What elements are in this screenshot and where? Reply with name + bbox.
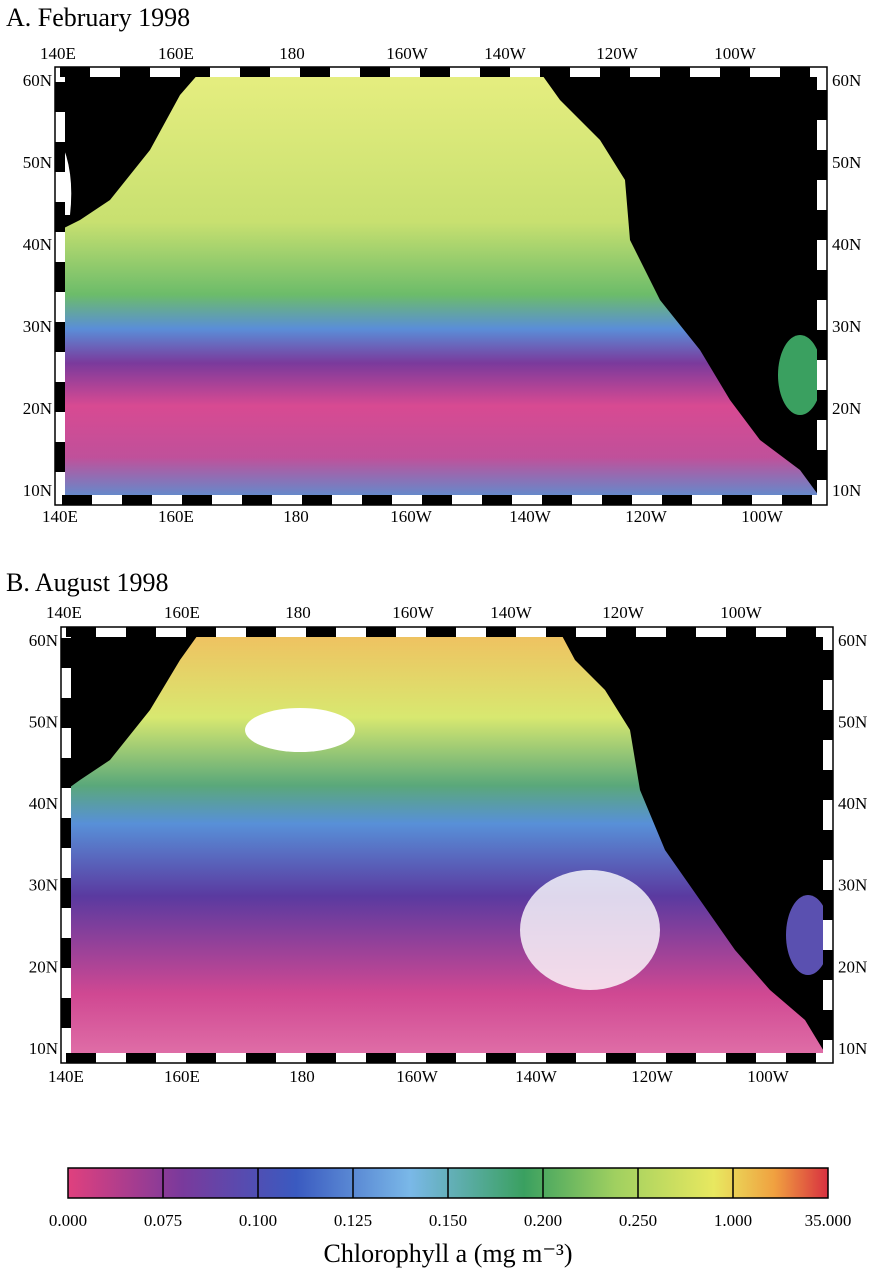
lon-label: 100W — [714, 44, 757, 63]
lon-label: 140W — [484, 44, 527, 63]
frame-ticks — [61, 627, 833, 1063]
lon-label: 140W — [490, 603, 533, 622]
lat-label: 10N — [832, 481, 861, 500]
lon-label: 140E — [40, 44, 76, 63]
colorbar-tick-label: 0.200 — [524, 1211, 562, 1230]
colorbar-tick-label: 0.075 — [144, 1211, 182, 1230]
lon-label: 180 — [279, 44, 305, 63]
lat-label: 10N — [23, 481, 52, 500]
lat-label: 60N — [29, 631, 58, 650]
land-asia — [66, 632, 200, 790]
lat-label: 60N — [832, 71, 861, 90]
lon-label: 100W — [720, 603, 763, 622]
lat-label: 40N — [29, 794, 58, 813]
lon-label: 140W — [509, 507, 552, 526]
lat-label: 30N — [838, 876, 867, 895]
lat-label: 30N — [23, 317, 52, 336]
lat-label: 60N — [23, 71, 52, 90]
lat-label: 50N — [838, 713, 867, 732]
lat-label: 20N — [29, 957, 58, 976]
lon-label: 160E — [164, 1067, 200, 1086]
panel-b: B. August 1998 — [6, 568, 834, 1064]
lon-label: 180 — [289, 1067, 315, 1086]
lon-label: 160E — [158, 507, 194, 526]
panel-a: A. February 1998 — [6, 3, 828, 506]
panel-title: B. August 1998 — [6, 568, 169, 597]
colorbar-tick-label: 1.000 — [714, 1211, 752, 1230]
lat-label: 20N — [23, 399, 52, 418]
colorbar-label: Chlorophyll a (mg m⁻³) — [324, 1239, 573, 1268]
lon-label: 100W — [747, 1067, 790, 1086]
panel-title: A. February 1998 — [6, 3, 190, 32]
colorbar-tick-label: 0.125 — [334, 1211, 372, 1230]
lon-label: 180 — [283, 507, 309, 526]
lat-label: 20N — [832, 399, 861, 418]
lat-label: 30N — [29, 876, 58, 895]
lon-label: 140E — [42, 507, 78, 526]
lon-label: 160W — [396, 1067, 439, 1086]
lat-label: 30N — [832, 317, 861, 336]
gulf — [778, 335, 822, 415]
lat-label: 60N — [838, 631, 867, 650]
lat-label: 50N — [832, 153, 861, 172]
lat-label: 10N — [29, 1039, 58, 1058]
land-asia — [60, 72, 200, 230]
colorbar-tick-label: 35.000 — [805, 1211, 852, 1230]
lon-label: 140E — [46, 603, 82, 622]
land-america — [540, 72, 822, 500]
lon-label: 140W — [515, 1067, 558, 1086]
gulf — [786, 895, 830, 975]
colorbar-tick-label: 0.100 — [239, 1211, 277, 1230]
colorbar-tick-label: 0.250 — [619, 1211, 657, 1230]
lon-label: 100W — [741, 507, 784, 526]
lon-label: 160W — [392, 603, 435, 622]
cloud — [520, 870, 660, 990]
lat-label: 40N — [838, 794, 867, 813]
lon-label: 120W — [625, 507, 668, 526]
lon-label: 140E — [48, 1067, 84, 1086]
lat-label: 10N — [838, 1039, 867, 1058]
lat-label: 50N — [29, 713, 58, 732]
lon-label: 160W — [386, 44, 429, 63]
frame-outline — [54, 66, 828, 506]
lon-label: 180 — [285, 603, 311, 622]
colorbar-tick-label: 0.000 — [49, 1211, 87, 1230]
lat-label: 50N — [23, 153, 52, 172]
lat-label: 40N — [23, 235, 52, 254]
lon-label: 120W — [602, 603, 645, 622]
lon-label: 160W — [390, 507, 433, 526]
lat-label: 40N — [832, 235, 861, 254]
colorbar-tick-label: 0.150 — [429, 1211, 467, 1230]
land-america — [560, 632, 828, 1058]
lon-label: 160E — [164, 603, 200, 622]
lon-label: 120W — [596, 44, 639, 63]
lon-label: 120W — [631, 1067, 674, 1086]
frame-ticks — [55, 67, 827, 505]
frame-outline — [60, 626, 834, 1064]
lat-label: 20N — [838, 957, 867, 976]
lon-label: 160E — [158, 44, 194, 63]
cloud — [245, 708, 355, 752]
